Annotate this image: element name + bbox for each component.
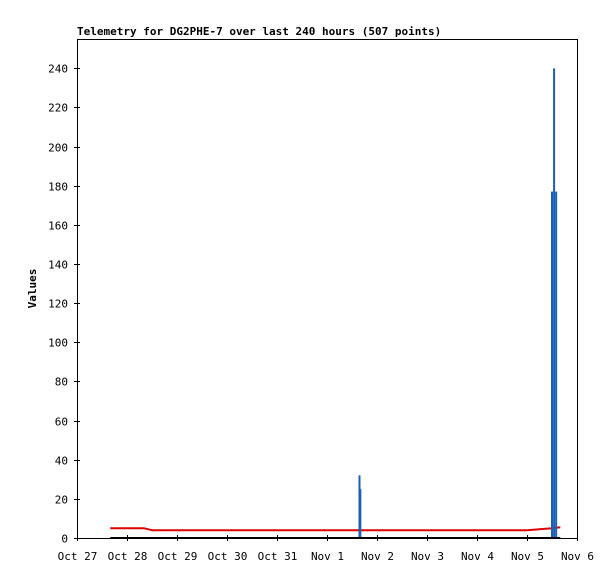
x-tick-label: Oct 30 (208, 550, 248, 563)
y-tick-label: 100 (48, 337, 68, 350)
plot-frame (77, 39, 578, 539)
y-tick-label: 200 (48, 142, 68, 155)
y-tick-label: 20 (55, 494, 68, 507)
y-tick-label: 160 (48, 220, 68, 233)
y-tick-label: 180 (48, 181, 68, 194)
y-axis: 0 20 40 60 80 100 120 140 160 180 200 220 240 (48, 63, 80, 546)
x-tick-label: Nov 4 (461, 550, 494, 563)
series-layer (110, 68, 561, 539)
x-axis: Oct 27 Oct 28 Oct 29 Oct 30 Oct 31 Nov 1 Nov 2… (58, 535, 594, 563)
series-line (110, 526, 561, 532)
x-tick-label: Nov 6 (561, 550, 594, 563)
y-tick-label: 240 (48, 63, 68, 76)
y-tick-label: 40 (55, 455, 68, 468)
y-tick-label: 120 (48, 298, 68, 311)
x-tick-label: Oct 29 (158, 550, 198, 563)
x-tick-label: Oct 31 (258, 550, 298, 563)
y-tick-label: 60 (55, 416, 68, 429)
x-tick-label: Oct 27 (58, 550, 98, 563)
y-tick-label: 220 (48, 102, 68, 115)
x-tick-label: Nov 3 (411, 550, 444, 563)
y-axis-label: Values (26, 269, 39, 309)
x-tick-label: Nov 5 (511, 550, 544, 563)
chart-title: Telemetry for DG2PHE-7 over last 240 hou… (77, 25, 441, 38)
y-tick-label: 0 (61, 533, 68, 546)
x-tick-label: Nov 1 (311, 550, 344, 563)
y-tick-label: 80 (55, 376, 68, 389)
x-tick-label: Oct 28 (108, 550, 148, 563)
y-tick-label: 140 (48, 259, 68, 272)
x-tick-label: Nov 2 (361, 550, 394, 563)
